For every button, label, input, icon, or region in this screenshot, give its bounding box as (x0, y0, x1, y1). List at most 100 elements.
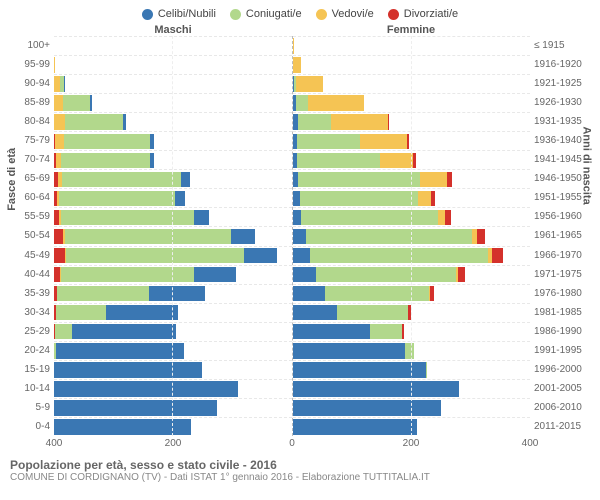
bars-area (54, 36, 530, 436)
bar-segment (123, 114, 126, 130)
bar-row (54, 55, 292, 74)
y-axis-title-left: Fasce di età (6, 148, 18, 211)
bar-segment (402, 324, 403, 340)
legend-swatch (388, 9, 399, 20)
x-tick: 200 (165, 438, 182, 449)
bar-segment (293, 362, 427, 378)
year-label: 1971-1975 (534, 265, 590, 284)
legend-label: Divorziati/e (404, 8, 458, 20)
bar-row (54, 131, 292, 150)
header-male: Maschi (54, 24, 292, 36)
bar-segment (293, 191, 300, 207)
bar-segment (293, 248, 311, 264)
age-label: 90-94 (10, 74, 50, 93)
bar-segment (293, 305, 338, 321)
year-label: 1991-1995 (534, 341, 590, 360)
bar-segment (298, 172, 420, 188)
year-label: 1921-1925 (534, 74, 590, 93)
bar-segment (445, 210, 451, 226)
age-label: 10-14 (10, 379, 50, 398)
bar-segment (298, 114, 331, 130)
bar-segment (306, 229, 472, 245)
bar-row (54, 188, 292, 207)
bar-segment (380, 153, 413, 169)
bar-segment (296, 76, 323, 92)
x-tick: 400 (46, 438, 63, 449)
bar-segment (337, 305, 408, 321)
bar-segment (55, 134, 63, 150)
footer-subtitle: COMUNE DI CORDIGNANO (TV) - Dati ISTAT 1… (10, 472, 590, 483)
age-label: 40-44 (10, 265, 50, 284)
legend-label: Coniugati/e (246, 8, 302, 20)
bar-segment (316, 267, 456, 283)
bar-segment (65, 114, 123, 130)
bar-row (54, 360, 292, 379)
bar-segment (72, 324, 176, 340)
bar-segment (231, 229, 255, 245)
age-label: 35-39 (10, 284, 50, 303)
bar-segment (61, 267, 195, 283)
year-label: 2011-2015 (534, 417, 590, 436)
bar-segment (54, 419, 191, 435)
legend-item: Coniugati/e (230, 8, 302, 20)
bar-segment (56, 343, 184, 359)
legend-label: Celibi/Nubili (158, 8, 216, 20)
bar-row (54, 169, 292, 188)
bar-segment (64, 76, 65, 92)
bar-segment (54, 57, 55, 73)
bar-row (54, 265, 292, 284)
bar-segment (54, 362, 202, 378)
bar-segment (59, 191, 175, 207)
bar-segment (54, 400, 217, 416)
bar-segment (55, 324, 73, 340)
age-label: 100+ (10, 36, 50, 55)
bar-segment (61, 210, 195, 226)
bar-segment (310, 248, 488, 264)
bar-segment (438, 210, 445, 226)
bar-row (54, 246, 292, 265)
bar-segment (420, 172, 447, 188)
bar-segment (293, 381, 459, 397)
female-bars (293, 36, 531, 436)
bar-segment (61, 153, 150, 169)
bar-segment (297, 134, 359, 150)
bar-segment (388, 114, 389, 130)
bar-segment (293, 210, 302, 226)
bar-row (54, 112, 292, 131)
bar-segment (194, 210, 209, 226)
bar-segment (150, 134, 155, 150)
bar-segment (62, 172, 181, 188)
male-bars (54, 36, 293, 436)
bar-segment (301, 210, 438, 226)
year-label: 1916-1920 (534, 55, 590, 74)
year-label: 1976-1980 (534, 284, 590, 303)
bar-segment (293, 267, 317, 283)
bar-segment (293, 38, 295, 54)
age-label: 20-24 (10, 341, 50, 360)
age-label: 85-89 (10, 93, 50, 112)
age-label: 0-4 (10, 417, 50, 436)
year-label: 1966-1970 (534, 246, 590, 265)
x-axis: 4002000200400 (10, 438, 590, 452)
bar-segment (293, 400, 441, 416)
age-label: 15-19 (10, 360, 50, 379)
bar-row (54, 207, 292, 226)
bar-row (54, 379, 292, 398)
legend-item: Vedovi/e (316, 8, 374, 20)
legend-swatch (230, 9, 241, 20)
bar-segment (360, 134, 408, 150)
legend-item: Celibi/Nubili (142, 8, 216, 20)
bar-row (54, 398, 292, 417)
bar-segment (418, 191, 431, 207)
legend-item: Divorziati/e (388, 8, 458, 20)
age-label: 30-34 (10, 303, 50, 322)
year-labels: ≤ 19151916-19201921-19251926-19301931-19… (530, 36, 590, 436)
bar-segment (65, 229, 231, 245)
bar-segment (54, 381, 238, 397)
age-label: 5-9 (10, 398, 50, 417)
bar-segment (426, 362, 427, 378)
age-label: 25-29 (10, 322, 50, 341)
bar-segment (150, 153, 155, 169)
bar-row (54, 93, 292, 112)
year-label: 1961-1965 (534, 226, 590, 245)
